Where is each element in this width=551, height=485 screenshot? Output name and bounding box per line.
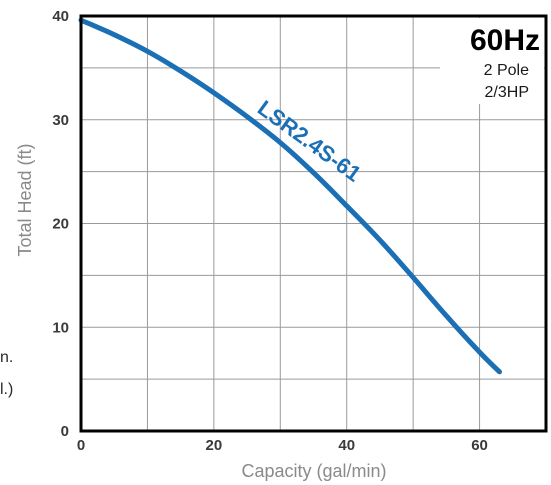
edge-fragment-1: n. xyxy=(0,349,13,366)
y-tick-label: 0 xyxy=(61,423,69,440)
series-label: LSR2.4S-61 xyxy=(253,95,366,186)
y-axis-title: Total Head (ft) xyxy=(15,143,35,256)
y-tick-label: 10 xyxy=(52,319,69,336)
y-tick-label: 20 xyxy=(52,216,69,233)
power-label: 2/3HP xyxy=(485,84,529,101)
x-tick-label: 20 xyxy=(206,437,223,454)
x-axis-title: Capacity (gal/min) xyxy=(241,461,386,481)
series-line xyxy=(78,17,502,375)
y-tick-labels: 0 10 20 30 40 xyxy=(52,8,69,440)
y-tick-label: 40 xyxy=(52,8,69,25)
chart-series xyxy=(78,17,502,375)
frequency-box xyxy=(440,18,544,104)
y-tick-label: 30 xyxy=(52,112,69,129)
plot-frame xyxy=(79,14,548,433)
x-tick-label: 60 xyxy=(471,437,488,454)
x-tick-labels: 0 20 40 60 xyxy=(77,437,488,454)
x-tick-label: 40 xyxy=(338,437,355,454)
edge-fragment-2: l.) xyxy=(0,381,13,398)
x-tick-label: 0 xyxy=(77,437,85,454)
poles-label: 2 Pole xyxy=(484,62,529,79)
frequency-label: 60Hz xyxy=(470,24,540,57)
